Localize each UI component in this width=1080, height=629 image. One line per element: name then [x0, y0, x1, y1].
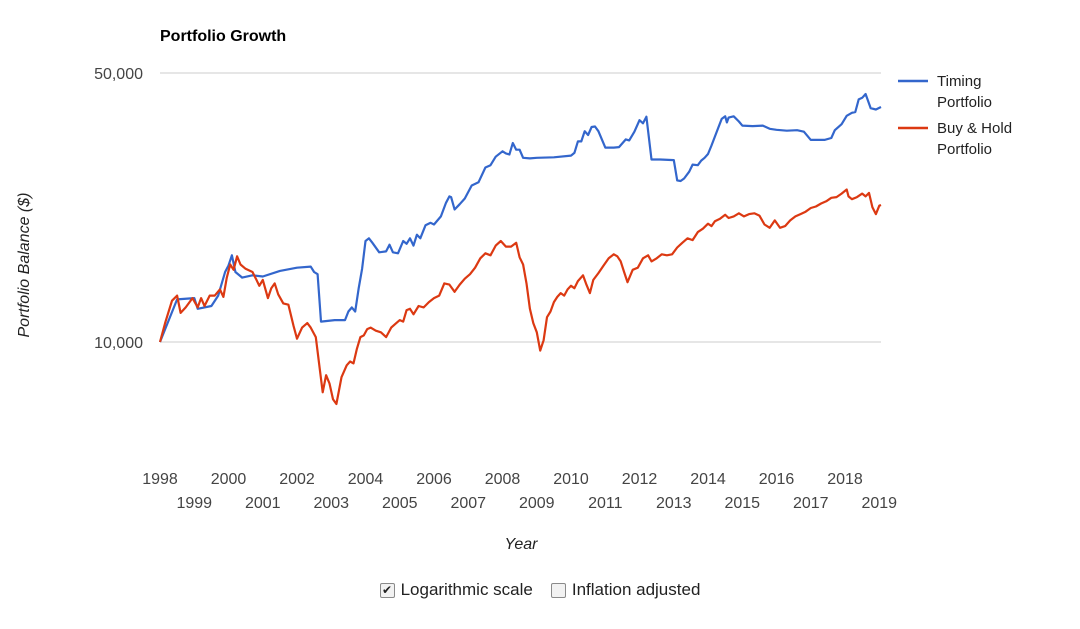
- x-tick-label: 2000: [211, 471, 247, 488]
- x-tick-label: 2008: [485, 471, 521, 488]
- legend: Timing Portfolio Buy & Hold Portfolio: [898, 73, 1012, 158]
- series-lines: [158, 92, 882, 406]
- log-scale-label: Logarithmic scale: [400, 580, 533, 599]
- chart-options: ✔ Logarithmic scale Inflation adjusted: [0, 580, 1080, 600]
- x-tick-label: 2007: [450, 495, 486, 512]
- x-tick-label: 2009: [519, 495, 555, 512]
- x-tick-label: 2003: [313, 495, 349, 512]
- x-tick-label: 2014: [690, 471, 726, 488]
- gridlines: [160, 72, 881, 343]
- x-tick-label: 2011: [588, 495, 623, 512]
- x-tick-label: 2001: [245, 495, 281, 512]
- x-tick-label: 2004: [348, 471, 384, 488]
- series-line: [158, 188, 882, 406]
- log-scale-checkbox[interactable]: ✔: [379, 582, 395, 598]
- x-tick-label: 2006: [416, 471, 452, 488]
- x-axis-ticks: 1998 1999 2000 2001 2002 2003 2004 2005 2006 2007…: [142, 471, 897, 512]
- x-axis-title: Year: [505, 536, 539, 553]
- y-axis-ticks: 10,000 50,000: [94, 66, 143, 352]
- x-tick-label: 1999: [176, 495, 212, 512]
- inflation-adjusted-label: Inflation adjusted: [571, 580, 701, 599]
- y-axis-title: Portfolio Balance ($): [16, 193, 33, 338]
- x-tick-label: 2005: [382, 495, 418, 512]
- inflation-adjusted-checkbox[interactable]: [550, 582, 566, 598]
- x-tick-label: 2018: [827, 471, 863, 488]
- x-tick-label: 2019: [861, 495, 897, 512]
- legend-label: Timing Portfolio: [937, 73, 992, 111]
- series-line: [158, 92, 882, 343]
- y-tick-label: 50,000: [94, 66, 143, 83]
- x-tick-label: 1998: [142, 471, 178, 488]
- legend-label: Buy & Hold Portfolio: [937, 120, 1012, 158]
- x-tick-label: 2002: [279, 471, 315, 488]
- x-tick-label: 2015: [724, 495, 760, 512]
- inflation-adjusted-toggle[interactable]: Inflation adjusted: [550, 580, 701, 600]
- x-tick-label: 2013: [656, 495, 692, 512]
- x-tick-label: 2012: [622, 471, 658, 488]
- x-tick-label: 2017: [793, 495, 829, 512]
- x-tick-label: 2010: [553, 471, 589, 488]
- portfolio-growth-chart: Portfolio Growth 10,000 50,000 1998 1999 20…: [16, 28, 1012, 553]
- chart-title: Portfolio Growth: [160, 28, 286, 45]
- x-tick-label: 2016: [759, 471, 795, 488]
- y-tick-label: 10,000: [94, 335, 143, 352]
- log-scale-toggle[interactable]: ✔ Logarithmic scale: [379, 580, 533, 600]
